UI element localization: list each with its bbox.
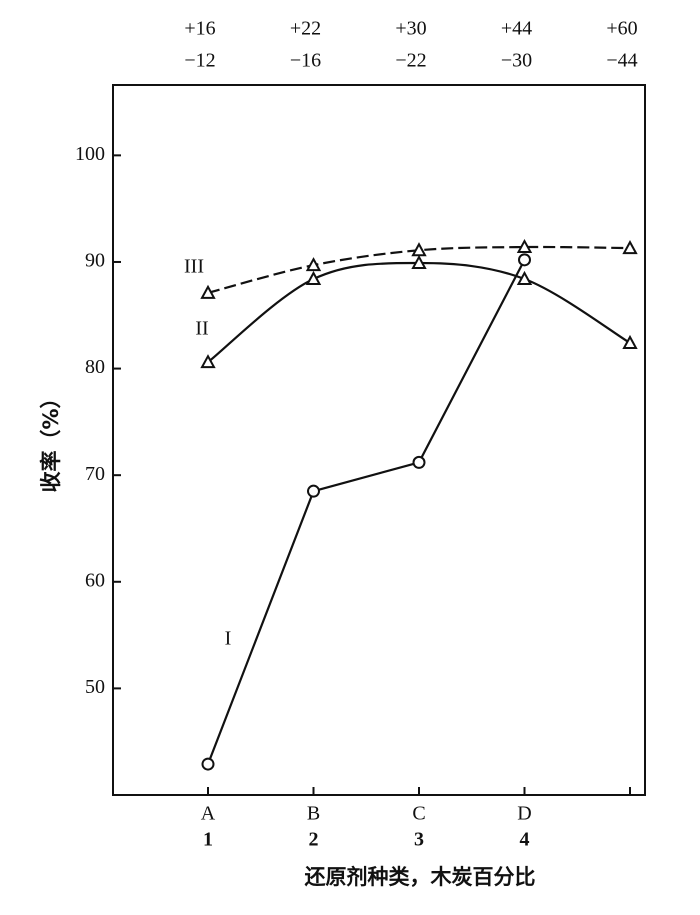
point <box>622 240 638 255</box>
top-label-plus: +30 <box>395 18 426 40</box>
top-label-plus: +16 <box>184 18 215 40</box>
y-tick-label: 100 <box>75 143 105 165</box>
y-tick-label: 90 <box>85 250 105 272</box>
top-label-minus: −12 <box>184 50 215 72</box>
x-tick-label: D <box>517 803 531 825</box>
point <box>305 270 322 286</box>
series-label: III <box>184 256 204 278</box>
top-label-plus: +22 <box>290 18 321 40</box>
x-tick-label-2: 3 <box>414 829 424 851</box>
series-label: I <box>225 628 232 650</box>
point <box>516 238 533 254</box>
point <box>200 284 216 299</box>
x-tick-label-2: 4 <box>520 829 530 851</box>
x-tick-label: C <box>412 803 425 825</box>
point <box>518 253 531 267</box>
point <box>200 354 216 369</box>
x-tick-label: A <box>201 803 216 825</box>
top-label-plus: +44 <box>501 18 532 40</box>
y-tick-label: 70 <box>85 463 105 485</box>
point <box>622 334 638 349</box>
y-tick-label: 60 <box>85 569 105 591</box>
point <box>516 270 533 286</box>
top-label-minus: −44 <box>606 50 637 72</box>
top-label-plus: +60 <box>606 18 637 40</box>
plot-frame <box>112 84 646 796</box>
point <box>411 254 427 270</box>
top-label-minus: −16 <box>290 50 321 72</box>
series-label: II <box>195 318 208 340</box>
point <box>305 257 322 272</box>
y-tick-label: 80 <box>85 356 105 378</box>
y-axis-title: 收率（%） <box>39 387 63 492</box>
x-tick-label-2: 1 <box>203 829 213 851</box>
y-tick-label: 50 <box>85 676 105 698</box>
top-label-minus: −30 <box>501 50 532 72</box>
point <box>307 484 320 498</box>
point <box>411 242 427 257</box>
x-axis-title: 还原剂种类，木炭百分比 <box>304 865 536 889</box>
point <box>201 757 215 771</box>
point <box>412 455 426 469</box>
x-tick-label-2: 2 <box>309 829 319 851</box>
top-label-minus: −22 <box>395 50 426 72</box>
x-tick-label: B <box>307 803 320 825</box>
series-line <box>206 259 526 765</box>
series-line <box>207 261 631 364</box>
